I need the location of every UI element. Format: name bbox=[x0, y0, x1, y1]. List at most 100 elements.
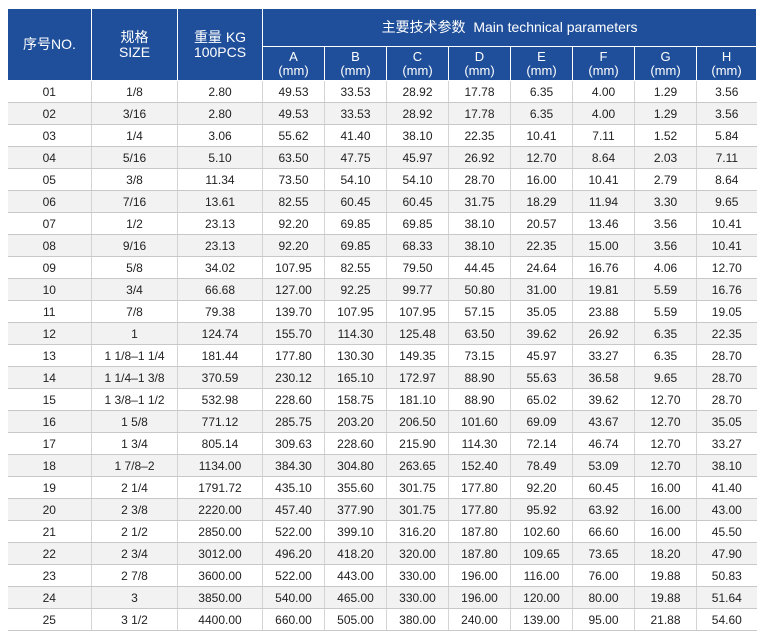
cell-g: 3.56 bbox=[634, 234, 697, 257]
cell-f: 15.00 bbox=[572, 234, 635, 257]
cell-e: 65.02 bbox=[510, 388, 573, 411]
cell-d: 152.40 bbox=[448, 454, 511, 477]
cell-h: 22.35 bbox=[696, 322, 757, 345]
cell-d: 187.80 bbox=[448, 542, 511, 565]
header-col-letter: F bbox=[599, 48, 608, 64]
cell-g: 2.03 bbox=[634, 146, 697, 169]
table-row: 09 5/8 34.02 107.95 82.55 79.50 44.45 24.64 16.7… bbox=[7, 256, 757, 279]
cell-b: 165.10 bbox=[324, 366, 387, 389]
cell-e: 72.14 bbox=[510, 432, 573, 455]
cell-g: 12.70 bbox=[634, 454, 697, 477]
cell-f: 43.67 bbox=[572, 410, 635, 433]
cell-d: 187.80 bbox=[448, 520, 511, 543]
cell-g: 12.70 bbox=[634, 410, 697, 433]
cell-h: 3.56 bbox=[696, 80, 757, 103]
header-weight-cn: 重量 KG bbox=[193, 28, 247, 45]
cell-g: 12.70 bbox=[634, 432, 697, 455]
cell-f: 19.81 bbox=[572, 278, 635, 301]
cell-size: 7/16 bbox=[91, 190, 178, 213]
cell-size: 1 1/4–1 3/8 bbox=[91, 366, 178, 389]
cell-size: 1 1/8–1 1/4 bbox=[91, 344, 178, 367]
cell-g: 16.00 bbox=[634, 498, 697, 521]
cell-c: 107.95 bbox=[386, 300, 449, 323]
cell-e: 109.65 bbox=[510, 542, 573, 565]
cell-weight: 3012.00 bbox=[177, 542, 263, 565]
cell-no: 12 bbox=[7, 322, 92, 345]
cell-e: 20.57 bbox=[510, 212, 573, 235]
cell-c: 316.20 bbox=[386, 520, 449, 543]
cell-b: 82.55 bbox=[324, 256, 387, 279]
header-col-letter: D bbox=[474, 48, 485, 64]
cell-b: 60.45 bbox=[324, 190, 387, 213]
table-row: 04 5/16 5.10 63.50 47.75 45.97 26.92 12.70 8.64 2… bbox=[7, 146, 757, 169]
table-row: 03 1/4 3.06 55.62 41.40 38.10 22.35 10.41 7.11 1.… bbox=[7, 124, 757, 147]
cell-f: 33.27 bbox=[572, 344, 635, 367]
cell-e: 69.09 bbox=[510, 410, 573, 433]
cell-no: 23 bbox=[7, 564, 92, 587]
table-row: 22 2 3/4 3012.00 496.20 418.20 320.00 187.80 10… bbox=[7, 542, 757, 565]
cell-size: 5/16 bbox=[91, 146, 178, 169]
cell-h: 10.41 bbox=[696, 234, 757, 257]
cell-h: 35.05 bbox=[696, 410, 757, 433]
cell-b: 33.53 bbox=[324, 102, 387, 125]
cell-f: 53.09 bbox=[572, 454, 635, 477]
table-row: 02 3/16 2.80 49.53 33.53 28.92 17.78 6.35 4.00 1.… bbox=[7, 102, 757, 125]
cell-f: 11.94 bbox=[572, 190, 635, 213]
header-col-letter: G bbox=[660, 48, 671, 64]
cell-weight: 66.68 bbox=[177, 278, 263, 301]
cell-h: 38.10 bbox=[696, 454, 757, 477]
cell-no: 14 bbox=[7, 366, 92, 389]
header-size-cn: 规格 bbox=[120, 28, 149, 45]
header-col-b: B (mm) bbox=[324, 46, 387, 81]
cell-size: 2 3/8 bbox=[91, 498, 178, 521]
cell-d: 26.92 bbox=[448, 146, 511, 169]
cell-e: 39.62 bbox=[510, 322, 573, 345]
cell-g: 1.29 bbox=[634, 80, 697, 103]
table-row: 16 1 5/8 771.12 285.75 203.20 206.50 101.60 69.… bbox=[7, 410, 757, 433]
cell-weight: 34.02 bbox=[177, 256, 263, 279]
cell-d: 50.80 bbox=[448, 278, 511, 301]
cell-d: 88.90 bbox=[448, 366, 511, 389]
cell-no: 06 bbox=[7, 190, 92, 213]
cell-weight: 805.14 bbox=[177, 432, 263, 455]
cell-c: 28.92 bbox=[386, 80, 449, 103]
cell-h: 12.70 bbox=[696, 256, 757, 279]
cell-f: 26.92 bbox=[572, 322, 635, 345]
cell-b: 47.75 bbox=[324, 146, 387, 169]
table-row: 12 1 124.74 155.70 114.30 125.48 63.50 39.62 26.… bbox=[7, 322, 757, 345]
cell-weight: 13.61 bbox=[177, 190, 263, 213]
cell-d: 101.60 bbox=[448, 410, 511, 433]
cell-e: 102.60 bbox=[510, 520, 573, 543]
cell-weight: 2850.00 bbox=[177, 520, 263, 543]
cell-e: 24.64 bbox=[510, 256, 573, 279]
cell-b: 505.00 bbox=[324, 608, 387, 631]
cell-b: 355.60 bbox=[324, 476, 387, 499]
cell-d: 22.35 bbox=[448, 124, 511, 147]
table-row: 17 1 3/4 805.14 309.63 228.60 215.90 114.30 72.… bbox=[7, 432, 757, 455]
cell-a: 92.20 bbox=[262, 234, 325, 257]
table-header: 序号NO. 规格 SIZE 重量 KG 100PCS 主要技术参数 Main t… bbox=[7, 8, 758, 81]
cell-a: 457.40 bbox=[262, 498, 325, 521]
cell-weight: 2.80 bbox=[177, 102, 263, 125]
cell-c: 301.75 bbox=[386, 476, 449, 499]
table-row: 23 2 7/8 3600.00 522.00 443.00 330.00 196.00 11… bbox=[7, 564, 757, 587]
header-col-letter: H bbox=[721, 48, 732, 64]
cell-weight: 5.10 bbox=[177, 146, 263, 169]
cell-weight: 181.44 bbox=[177, 344, 263, 367]
cell-c: 206.50 bbox=[386, 410, 449, 433]
cell-d: 44.45 bbox=[448, 256, 511, 279]
cell-weight: 3.06 bbox=[177, 124, 263, 147]
cell-f: 23.88 bbox=[572, 300, 635, 323]
cell-f: 80.00 bbox=[572, 586, 635, 609]
cell-e: 92.20 bbox=[510, 476, 573, 499]
cell-d: 28.70 bbox=[448, 168, 511, 191]
header-col-unit: (mm) bbox=[278, 62, 309, 78]
cell-size: 2 1/4 bbox=[91, 476, 178, 499]
cell-weight: 23.13 bbox=[177, 212, 263, 235]
cell-d: 177.80 bbox=[448, 498, 511, 521]
cell-a: 522.00 bbox=[262, 520, 325, 543]
cell-g: 16.00 bbox=[634, 476, 697, 499]
cell-c: 79.50 bbox=[386, 256, 449, 279]
cell-e: 78.49 bbox=[510, 454, 573, 477]
cell-d: 177.80 bbox=[448, 476, 511, 499]
